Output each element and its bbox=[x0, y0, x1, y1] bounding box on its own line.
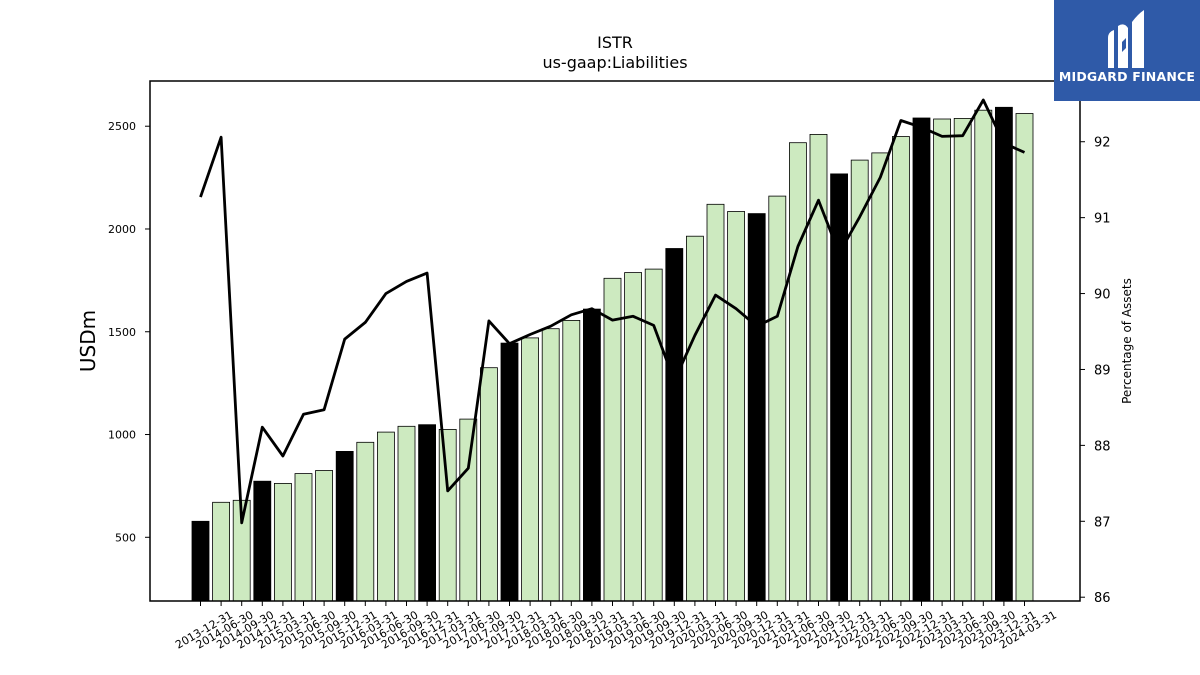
bar bbox=[294, 473, 313, 602]
bar bbox=[1015, 113, 1034, 602]
bar bbox=[273, 482, 292, 602]
bar bbox=[356, 441, 375, 602]
bar bbox=[335, 450, 354, 602]
brand-name: MIDGARD FINANCE bbox=[1058, 69, 1196, 84]
bar bbox=[912, 117, 931, 602]
bar bbox=[624, 272, 642, 602]
bar bbox=[479, 367, 498, 602]
bar bbox=[191, 520, 210, 602]
y2-tick-label: 91 bbox=[1094, 212, 1111, 227]
y2-tick-label: 92 bbox=[1094, 136, 1111, 151]
y-tick-label: 1500 bbox=[108, 326, 136, 339]
y2-axis-label: Percentage of Assets bbox=[1120, 278, 1134, 404]
bar bbox=[871, 152, 890, 602]
y-tick-label: 2500 bbox=[108, 120, 136, 133]
y2-tick-label: 88 bbox=[1094, 439, 1111, 454]
bar bbox=[995, 106, 1013, 602]
brand-mark-icon bbox=[1108, 10, 1144, 68]
bar bbox=[727, 211, 745, 602]
chart-title: ISTR bbox=[597, 33, 633, 52]
bar bbox=[253, 480, 272, 602]
bar bbox=[562, 319, 581, 602]
percentage-line bbox=[199, 98, 1026, 525]
bar bbox=[789, 142, 807, 602]
y-tick-label: 2000 bbox=[108, 223, 136, 236]
y-tick-label: 500 bbox=[115, 531, 136, 544]
bar bbox=[686, 235, 704, 602]
bar bbox=[953, 118, 972, 602]
bar bbox=[603, 277, 622, 602]
bar bbox=[665, 248, 684, 602]
bar bbox=[541, 328, 560, 602]
bar bbox=[706, 203, 725, 602]
line-layer bbox=[199, 98, 1026, 525]
bar bbox=[747, 213, 766, 602]
bar bbox=[212, 501, 231, 602]
bar bbox=[418, 424, 437, 602]
y2-tick-label: 90 bbox=[1094, 288, 1111, 303]
bar bbox=[768, 195, 787, 602]
bar bbox=[809, 133, 828, 602]
bar bbox=[892, 136, 910, 602]
bar bbox=[933, 118, 951, 602]
y2-tick-label: 86 bbox=[1094, 591, 1111, 606]
bar bbox=[376, 431, 395, 602]
bar bbox=[583, 308, 601, 602]
y2-tick-label: 89 bbox=[1094, 363, 1111, 378]
bar bbox=[459, 418, 478, 602]
y-tick-label: 1000 bbox=[108, 429, 136, 442]
axes-layer: 5001000150020002500868788899091922013-12… bbox=[108, 80, 1111, 652]
brand-logo: MIDGARD FINANCE bbox=[1054, 0, 1200, 101]
bar bbox=[438, 428, 457, 602]
chart-subtitle: us-gaap:Liabilities bbox=[542, 53, 687, 72]
bar bbox=[397, 425, 416, 602]
bars-layer bbox=[191, 106, 1034, 602]
plot-frame bbox=[149, 80, 1081, 602]
bar bbox=[974, 109, 993, 602]
bar bbox=[500, 342, 519, 602]
bar bbox=[644, 268, 663, 602]
y2-tick-label: 87 bbox=[1094, 515, 1111, 530]
bar bbox=[315, 470, 334, 602]
y-axis-label: USDm bbox=[76, 310, 100, 372]
bar bbox=[521, 337, 539, 602]
